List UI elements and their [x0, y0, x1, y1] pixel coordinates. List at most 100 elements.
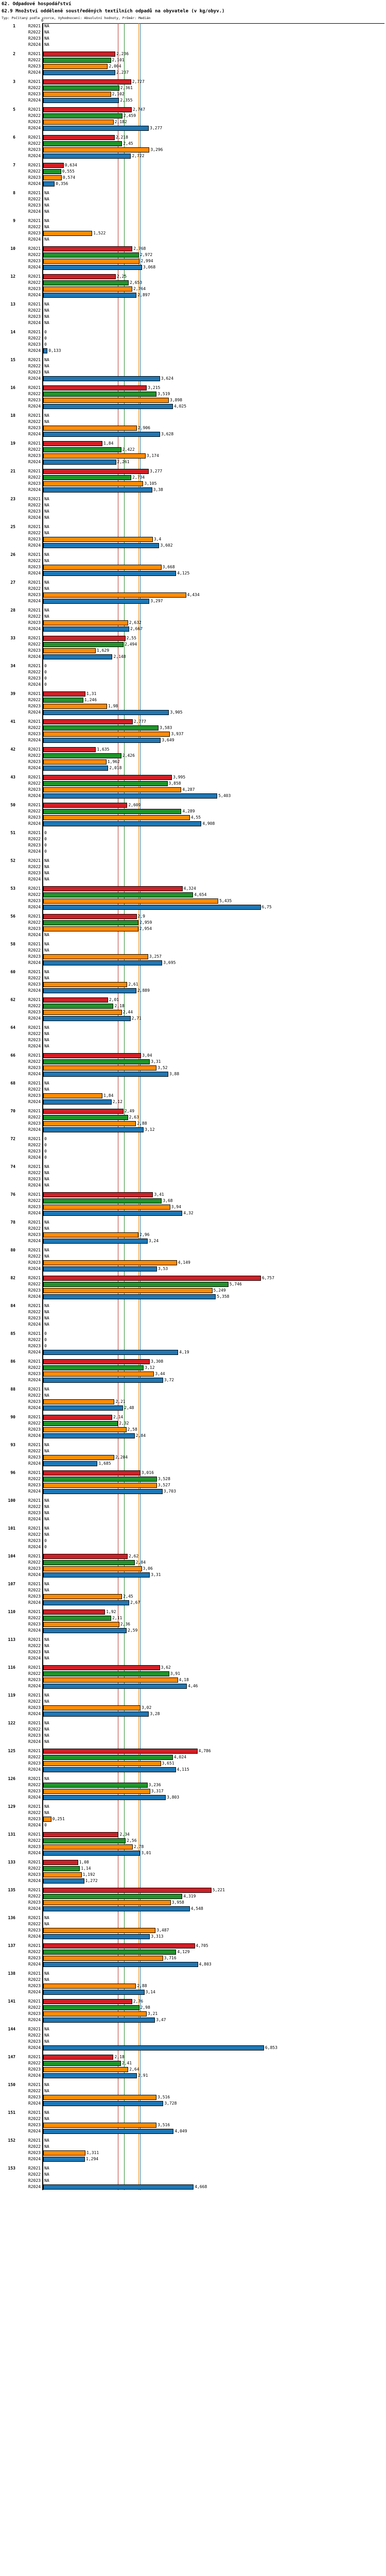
bar[interactable]	[43, 460, 116, 465]
bar[interactable]	[43, 1950, 177, 1955]
bar[interactable]	[43, 475, 132, 480]
bar[interactable]	[43, 1477, 157, 1482]
bar[interactable]	[43, 775, 172, 780]
bar[interactable]	[43, 821, 202, 826]
bar[interactable]	[43, 710, 169, 715]
bar[interactable]	[43, 1211, 183, 1216]
bar[interactable]	[43, 766, 109, 771]
bar[interactable]	[43, 1943, 195, 1948]
bar[interactable]	[43, 135, 115, 140]
bar[interactable]	[43, 905, 261, 910]
bar[interactable]	[43, 385, 147, 391]
bar[interactable]	[43, 960, 163, 965]
bar[interactable]	[43, 1260, 177, 1265]
bar[interactable]	[43, 954, 148, 959]
bar[interactable]	[43, 1984, 136, 1989]
bar[interactable]	[43, 1684, 187, 1689]
bar[interactable]	[43, 398, 169, 403]
bar[interactable]	[43, 997, 108, 1003]
bar[interactable]	[43, 1421, 118, 1426]
bar[interactable]	[43, 1609, 106, 1615]
bar[interactable]	[43, 175, 62, 180]
bar[interactable]	[43, 698, 83, 703]
bar[interactable]	[43, 64, 108, 69]
bar[interactable]	[43, 1198, 162, 1204]
bar[interactable]	[43, 1489, 163, 1494]
bar[interactable]	[43, 759, 107, 765]
bar[interactable]	[43, 781, 168, 786]
bar[interactable]	[43, 1789, 150, 1794]
bar[interactable]	[43, 98, 119, 103]
bar[interactable]	[43, 1677, 178, 1683]
bar[interactable]	[43, 1990, 145, 1995]
bar[interactable]	[43, 293, 137, 298]
bar[interactable]	[43, 1359, 150, 1364]
bar[interactable]	[43, 447, 121, 452]
bar[interactable]	[43, 404, 173, 409]
bar[interactable]	[43, 1767, 176, 1772]
bar[interactable]	[43, 2005, 139, 2010]
bar[interactable]	[43, 1566, 142, 1571]
bar[interactable]	[43, 747, 96, 752]
bar[interactable]	[43, 1934, 150, 1939]
bar[interactable]	[43, 1900, 171, 1905]
bar[interactable]	[43, 738, 161, 743]
bar[interactable]	[43, 926, 138, 931]
bar[interactable]	[43, 732, 170, 737]
bar[interactable]	[43, 537, 153, 542]
bar[interactable]	[43, 1072, 168, 1077]
bar[interactable]	[43, 1711, 149, 1717]
bar[interactable]	[43, 163, 64, 168]
bar[interactable]	[43, 1554, 128, 1559]
bar[interactable]	[43, 1371, 154, 1377]
bar[interactable]	[43, 2055, 114, 2060]
bar[interactable]	[43, 1906, 190, 1911]
bar[interactable]	[43, 231, 93, 236]
bar[interactable]	[43, 1483, 157, 1488]
bar[interactable]	[43, 815, 190, 820]
bar[interactable]	[43, 1755, 173, 1760]
bar[interactable]	[43, 620, 128, 625]
bar[interactable]	[43, 1572, 150, 1578]
bar[interactable]	[43, 543, 160, 548]
bar[interactable]	[43, 1461, 98, 1466]
bar[interactable]	[43, 1999, 132, 2004]
bar[interactable]	[43, 1761, 161, 1766]
bar[interactable]	[43, 252, 139, 258]
bar[interactable]	[43, 1053, 142, 1058]
bar[interactable]	[43, 1004, 114, 1009]
bar[interactable]	[43, 181, 55, 187]
bar[interactable]	[43, 892, 194, 897]
bar[interactable]	[43, 1860, 78, 1865]
bar[interactable]	[43, 1127, 144, 1132]
bar[interactable]	[43, 1192, 153, 1197]
bar[interactable]	[43, 1232, 139, 1238]
bar[interactable]	[43, 2018, 155, 2023]
bar[interactable]	[43, 169, 61, 174]
bar[interactable]	[43, 803, 128, 808]
bar[interactable]	[43, 793, 218, 799]
bar[interactable]	[43, 1205, 170, 1210]
bar[interactable]	[43, 1878, 84, 1884]
bar[interactable]	[43, 753, 121, 758]
bar[interactable]	[43, 626, 129, 632]
bar[interactable]	[43, 2123, 157, 2128]
bar[interactable]	[43, 2184, 194, 2190]
bar[interactable]	[43, 988, 136, 993]
bar[interactable]	[43, 1415, 112, 1420]
bar[interactable]	[43, 1817, 51, 1822]
bar[interactable]	[43, 1455, 114, 1460]
bar[interactable]	[43, 1783, 148, 1788]
bar[interactable]	[43, 392, 157, 397]
bar[interactable]	[43, 86, 119, 91]
bar[interactable]	[43, 1832, 119, 1837]
bar[interactable]	[43, 1365, 144, 1370]
bar[interactable]	[43, 2157, 85, 2162]
bar[interactable]	[43, 886, 183, 891]
bar[interactable]	[43, 147, 150, 152]
bar[interactable]	[43, 1616, 112, 1621]
bar[interactable]	[43, 1405, 124, 1411]
bar[interactable]	[43, 1705, 141, 1710]
bar[interactable]	[43, 1427, 127, 1432]
bar[interactable]	[43, 2011, 147, 2016]
